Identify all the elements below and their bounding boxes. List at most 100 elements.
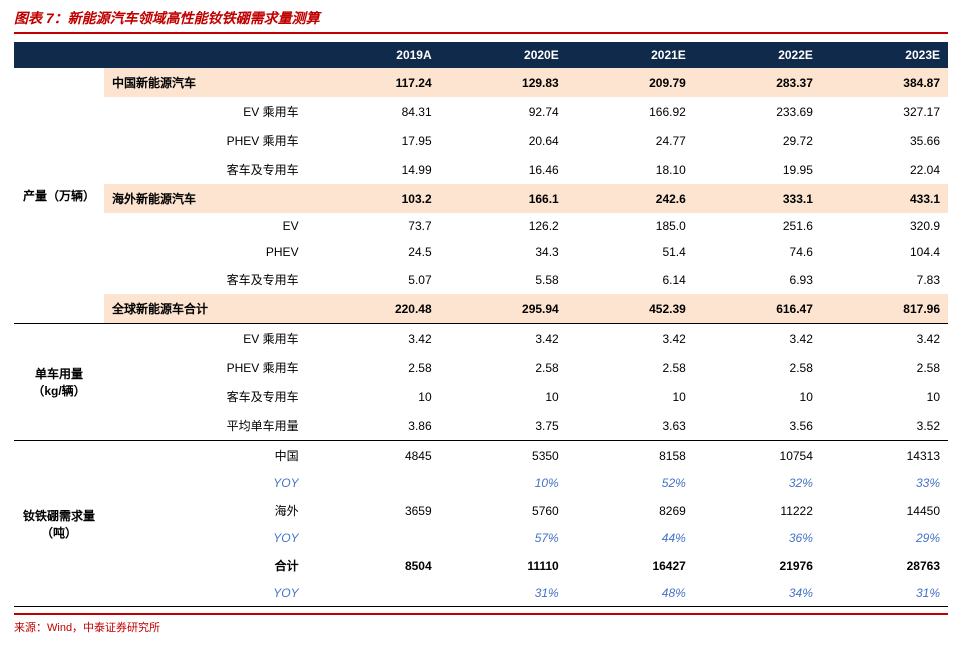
cell: 616.47: [694, 294, 821, 324]
blank: [104, 470, 143, 496]
cell: 5760: [440, 496, 567, 525]
row-os-bus: 客车及专用车 5.075.586.146.937.83: [14, 265, 948, 294]
cell: 166.92: [567, 97, 694, 126]
cell: 29%: [821, 525, 948, 551]
row-os-phev: PHEV 24.534.351.474.6104.4: [14, 239, 948, 265]
cell: 51.4: [567, 239, 694, 265]
chart-title: 图表 7：新能源汽车领域高性能钕铁硼需求量测算: [14, 8, 320, 28]
row-demand-cn: 钕铁硼需求量（吨） 中国 4845535081581075414313: [14, 441, 948, 471]
label-d-cn: 中国: [143, 441, 313, 471]
cell: 48%: [567, 580, 694, 607]
cell: 36%: [694, 525, 821, 551]
cell: 57%: [440, 525, 567, 551]
source-citation: 来源：Wind，中泰证券研究所: [14, 613, 948, 635]
cell: 327.17: [821, 97, 948, 126]
cell: 3.42: [694, 324, 821, 354]
chart-title-bar: 图表 7：新能源汽车领域高性能钕铁硼需求量测算: [14, 8, 948, 34]
blank: [104, 580, 143, 607]
row-percar-avg: 平均单车用量 3.863.753.633.563.52: [14, 411, 948, 441]
cell: 34%: [694, 580, 821, 607]
cell: 10: [567, 382, 694, 411]
blank: [104, 265, 143, 294]
label-d-os-yoy: YOY: [143, 525, 313, 551]
cell: [313, 525, 440, 551]
blank: [104, 97, 143, 126]
blank: [104, 213, 143, 239]
cell: 2.58: [694, 353, 821, 382]
row-demand-total-yoy: YOY 31%48%34%31%: [14, 580, 948, 607]
cell: 10: [313, 382, 440, 411]
cell: 11222: [694, 496, 821, 525]
row-global-total: 全球新能源车合计 220.48295.94452.39616.47817.96: [14, 294, 948, 324]
cell: 126.2: [440, 213, 567, 239]
cell: 320.9: [821, 213, 948, 239]
cell: 32%: [694, 470, 821, 496]
cell: [313, 470, 440, 496]
cell: 283.37: [694, 68, 821, 97]
data-table: 2019A 2020E 2021E 2022E 2023E 产量（万辆） 中国新…: [14, 42, 948, 607]
header-2021e: 2021E: [567, 42, 694, 68]
header-2020e: 2020E: [440, 42, 567, 68]
cell: 6.14: [567, 265, 694, 294]
row-demand-os-yoy: YOY 57%44%36%29%: [14, 525, 948, 551]
cell: 10%: [440, 470, 567, 496]
cell: 21976: [694, 551, 821, 580]
cell: 3.75: [440, 411, 567, 441]
cell: 34.3: [440, 239, 567, 265]
cell: 209.79: [567, 68, 694, 97]
cell: 16.46: [440, 155, 567, 184]
header-2019a: 2019A: [313, 42, 440, 68]
header-blank-1: [14, 42, 104, 68]
label-global: 全球新能源车合计: [104, 294, 313, 324]
cell: 14313: [821, 441, 948, 471]
label-pc-phev: PHEV 乘用车: [143, 353, 313, 382]
blank: [104, 239, 143, 265]
row-os-nev: 海外新能源汽车 103.2166.1242.6333.1433.1: [14, 184, 948, 213]
cell: 5.07: [313, 265, 440, 294]
header-2023e: 2023E: [821, 42, 948, 68]
cell: 5.58: [440, 265, 567, 294]
cell: 28763: [821, 551, 948, 580]
label-cn-bus: 客车及专用车: [143, 155, 313, 184]
label-os-ev: EV: [143, 213, 313, 239]
cell: 24.5: [313, 239, 440, 265]
cell: 11110: [440, 551, 567, 580]
cell: 220.48: [313, 294, 440, 324]
blank: [104, 496, 143, 525]
cell: 2.58: [821, 353, 948, 382]
cell: 74.6: [694, 239, 821, 265]
header-blank-2: [104, 42, 143, 68]
cell: 233.69: [694, 97, 821, 126]
row-percar-phev: PHEV 乘用车 2.582.582.582.582.58: [14, 353, 948, 382]
cell: 242.6: [567, 184, 694, 213]
section-label-demand: 钕铁硼需求量（吨）: [14, 441, 104, 607]
cell: 7.83: [821, 265, 948, 294]
blank: [104, 441, 143, 471]
row-percar-bus: 客车及专用车 1010101010: [14, 382, 948, 411]
cell: 14450: [821, 496, 948, 525]
cell: 384.87: [821, 68, 948, 97]
cell: 31%: [440, 580, 567, 607]
cell: 6.93: [694, 265, 821, 294]
cell: 35.66: [821, 126, 948, 155]
cell: 251.6: [694, 213, 821, 239]
label-d-total: 合计: [143, 551, 313, 580]
blank: [104, 126, 143, 155]
cell: 3.56: [694, 411, 821, 441]
blank: [104, 382, 143, 411]
cell: 3.42: [821, 324, 948, 354]
cell: 4845: [313, 441, 440, 471]
row-demand-os: 海外 3659576082691122214450: [14, 496, 948, 525]
row-os-ev: EV 73.7126.2185.0251.6320.9: [14, 213, 948, 239]
blank: [104, 155, 143, 184]
row-cn-nev: 产量（万辆） 中国新能源汽车 117.24 129.83 209.79 283.…: [14, 68, 948, 97]
cell: 3659: [313, 496, 440, 525]
cell: 10: [694, 382, 821, 411]
blank: [104, 525, 143, 551]
blank: [104, 353, 143, 382]
blank: [104, 324, 143, 354]
cell: 16427: [567, 551, 694, 580]
label-cn-phev: PHEV 乘用车: [143, 126, 313, 155]
cell: 104.4: [821, 239, 948, 265]
cell: 84.31: [313, 97, 440, 126]
